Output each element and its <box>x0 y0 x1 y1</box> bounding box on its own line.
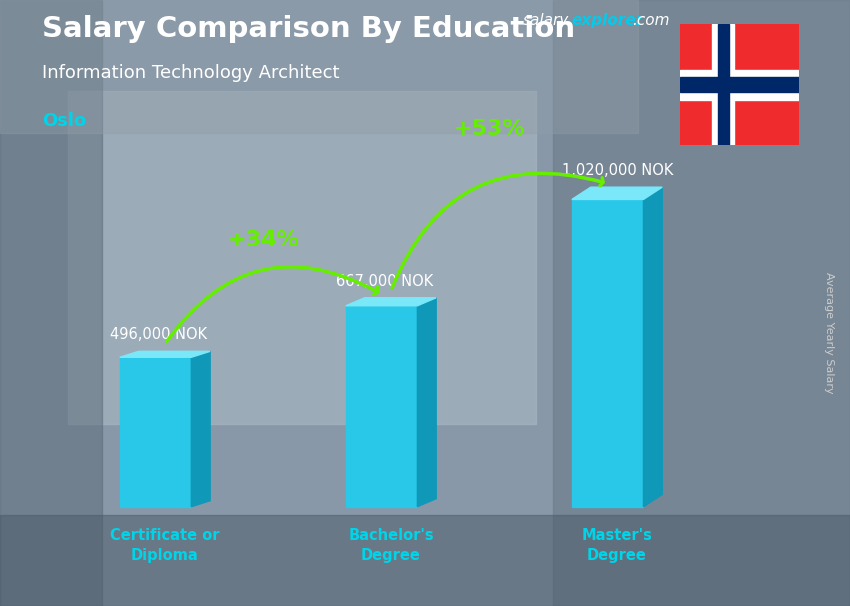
Text: salary: salary <box>523 13 569 28</box>
Text: Certificate or
Diploma: Certificate or Diploma <box>110 528 219 563</box>
Polygon shape <box>120 351 210 358</box>
Text: Salary Comparison By Education: Salary Comparison By Education <box>42 15 575 43</box>
Text: Bachelor's
Degree: Bachelor's Degree <box>348 528 434 563</box>
Text: Average Yearly Salary: Average Yearly Salary <box>824 273 834 394</box>
Text: 496,000 NOK: 496,000 NOK <box>110 327 207 342</box>
Polygon shape <box>643 187 662 507</box>
FancyArrowPatch shape <box>167 267 377 342</box>
Text: +53%: +53% <box>454 119 526 139</box>
Polygon shape <box>346 298 436 306</box>
FancyBboxPatch shape <box>120 358 191 507</box>
Bar <box>0 0 102 606</box>
Polygon shape <box>191 351 210 507</box>
Text: Master's
Degree: Master's Degree <box>581 528 653 563</box>
Bar <box>718 24 728 145</box>
Text: .com: .com <box>632 13 670 28</box>
Bar <box>552 0 850 606</box>
Bar <box>68 91 536 424</box>
Polygon shape <box>417 298 436 507</box>
FancyArrowPatch shape <box>392 173 604 288</box>
Bar <box>0 0 638 133</box>
Bar <box>680 77 799 92</box>
Polygon shape <box>572 187 662 199</box>
FancyBboxPatch shape <box>572 199 643 507</box>
Bar <box>680 70 799 100</box>
Text: explorer: explorer <box>571 13 643 28</box>
Text: Information Technology Architect: Information Technology Architect <box>42 64 340 82</box>
FancyBboxPatch shape <box>346 306 417 507</box>
Text: Oslo: Oslo <box>42 112 87 130</box>
Text: 1,020,000 NOK: 1,020,000 NOK <box>563 163 674 178</box>
Bar <box>0 515 850 606</box>
Text: 667,000 NOK: 667,000 NOK <box>337 274 434 288</box>
Bar <box>712 24 734 145</box>
Text: +34%: +34% <box>228 230 300 250</box>
